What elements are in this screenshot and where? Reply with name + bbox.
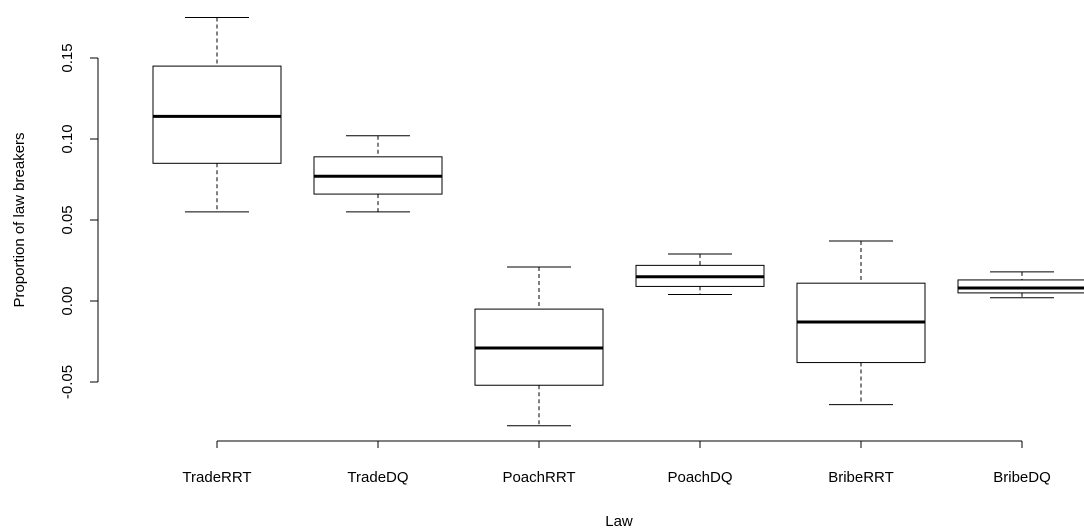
x-tick-label: TradeDQ bbox=[347, 469, 408, 486]
x-tick-label: BribeRRT bbox=[828, 469, 894, 486]
box-iqr bbox=[957, 279, 1084, 294]
y-tick-label: -0.05 bbox=[59, 365, 76, 399]
x-tick-label: TradeRRT bbox=[182, 469, 251, 486]
box-PoachRRT bbox=[474, 266, 604, 427]
x-tick-label: PoachDQ bbox=[667, 469, 732, 486]
box-TradeRRT bbox=[152, 17, 282, 213]
x-tick-label: BribeDQ bbox=[993, 469, 1051, 486]
x-axis: TradeRRT TradeDQ PoachRRT PoachDQ BribeRRT Br… bbox=[182, 440, 1051, 486]
y-axis-title: Proportion of law breakers bbox=[11, 132, 28, 307]
y-tick-label: 0.10 bbox=[59, 124, 76, 153]
x-axis-title: Law bbox=[605, 513, 633, 530]
boxes-group bbox=[152, 17, 1084, 427]
x-tick-label: PoachRRT bbox=[502, 469, 575, 486]
y-tick-label: 0.05 bbox=[59, 205, 76, 234]
y-axis: -0.05 0.00 0.05 0.10 0.15 bbox=[59, 43, 99, 399]
box-BribeRRT bbox=[796, 240, 926, 406]
y-tick-label: 0.00 bbox=[59, 286, 76, 315]
y-tick-label: 0.15 bbox=[59, 43, 76, 72]
box-BribeDQ bbox=[957, 271, 1084, 299]
box-PoachDQ bbox=[635, 253, 765, 296]
box-TradeDQ bbox=[313, 135, 443, 213]
box-iqr bbox=[152, 65, 282, 164]
